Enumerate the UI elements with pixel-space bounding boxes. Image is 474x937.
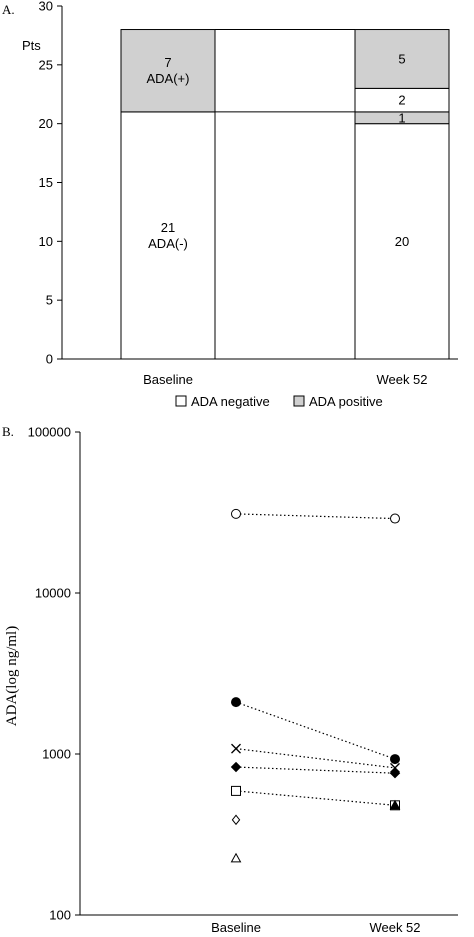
panel-b-connector-line <box>235 766 396 774</box>
panel-a-bar-segment <box>354 29 450 89</box>
panel-b-x-tick-labels: Baseline Week 52 <box>211 920 420 935</box>
panel-a-segment-label: 7 <box>164 55 171 70</box>
panel-b-point-diamond-filled <box>230 761 242 773</box>
panel-b-point-x-stroke <box>390 762 400 773</box>
panel-b-point-square-open <box>231 785 241 796</box>
panel-b-x-tick-label: Week 52 <box>369 920 420 935</box>
panel-a-segment-label: 2 <box>398 93 405 108</box>
panel-a-segment-label: 5 <box>398 51 405 66</box>
panel-a-label: A. <box>2 2 15 17</box>
panel-b-label: B. <box>2 424 14 439</box>
panel-b-connector-line <box>235 748 396 769</box>
panel-a-bar-segment <box>120 29 216 113</box>
panel-b-y-tick-label: 100000 <box>28 425 71 440</box>
panel-a-y-tick-label: 10 <box>39 234 53 249</box>
panel-b-y-axis: 100 1000 10000 100000 <box>28 425 458 923</box>
panel-b-point-diamond-open <box>231 814 241 826</box>
panel-b-point-circle-filled <box>231 697 241 708</box>
panel-b-connector-line <box>235 790 396 806</box>
panel-a-x-tick-label: Week 52 <box>376 372 427 387</box>
panel-a-segment-label: ADA(+) <box>147 71 190 86</box>
panel-b-y-tick-label: 100 <box>49 908 71 923</box>
panel-b-connector-lines <box>235 513 396 806</box>
panel-b-scatter-chart: B. ADA(log ng/ml) 100 1000 10000 100000 Bas… <box>2 424 458 935</box>
panel-a-legend-label: ADA negative <box>191 394 270 409</box>
panel-a-legend: ADA negative ADA positive <box>175 394 383 409</box>
panel-b-point-circle-filled <box>390 754 400 765</box>
panel-b-y-axis-label: ADA(log ng/ml) <box>4 626 20 726</box>
panel-b-point-x-stroke <box>231 743 241 754</box>
panel-a-segment-label: 1 <box>398 110 405 125</box>
panel-b-x-tick-label: Baseline <box>211 920 261 935</box>
panel-a-x-tick-labels: Baseline Week 52 <box>143 372 427 387</box>
panel-a-segment-label: ADA(-) <box>148 236 188 251</box>
panel-b-points <box>230 508 401 863</box>
panel-a-y-tick-label: 30 <box>39 0 53 14</box>
panel-a-y-tick-label: 15 <box>39 175 53 190</box>
panel-a-legend-swatch <box>175 395 187 407</box>
panel-b-point-triangle-filled <box>389 799 401 810</box>
panel-b-connector-line <box>235 701 396 760</box>
panel-a-segment-label: 21 <box>161 220 175 235</box>
panel-a-y-tick-label: 5 <box>46 293 53 308</box>
panel-b-connector-line <box>235 513 396 520</box>
panel-b-point-circle-open <box>390 513 400 524</box>
panel-b-point-diamond-filled <box>389 767 401 779</box>
panel-a-y-tick-label: 25 <box>39 57 53 72</box>
panel-b-y-tick-label: 1000 <box>42 747 71 762</box>
panel-b-point-triangle-open <box>230 852 242 863</box>
panel-b-point-circle-open <box>231 508 241 519</box>
panel-a-y-tick-label: 0 <box>46 352 53 367</box>
panel-b-point-x <box>231 743 241 754</box>
panel-a-y-axis-label: Pts <box>22 38 41 53</box>
panel-b-point-x <box>390 762 400 773</box>
panel-b-y-tick-label: 10000 <box>35 586 71 601</box>
panel-a-legend-swatch <box>293 395 305 407</box>
panel-a-legend-label: ADA positive <box>309 394 383 409</box>
panel-a-x-tick-label: Baseline <box>143 372 193 387</box>
panel-a-y-tick-label: 20 <box>39 116 53 131</box>
panel-a-segment-label: 20 <box>395 234 409 249</box>
